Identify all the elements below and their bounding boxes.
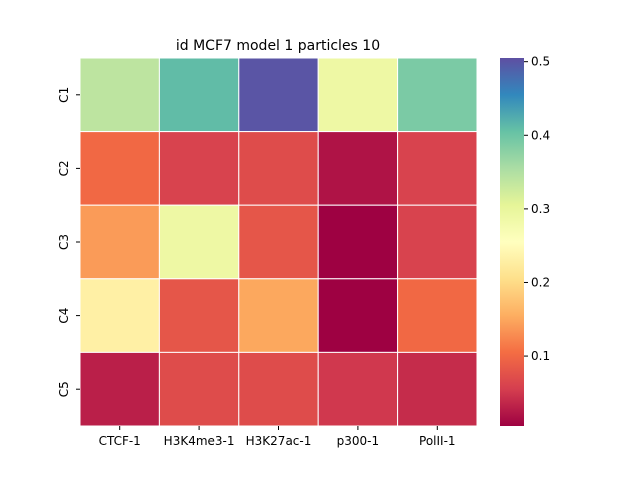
heatmap-cell-C3-p300-1 [317,204,399,280]
y-tick-label: C3 [57,234,71,250]
heatmap-cell-C5-PolII-1 [397,351,478,427]
heatmap-cell-C4-H3K4me3-1 [158,278,240,353]
y-axis: C1 C2 C3 C4 C5 [57,87,80,397]
colorbar-ticks: 0.1 0.2 0.3 0.4 0.5 [524,55,550,363]
heatmap-cell-C2-p300-1 [317,131,399,206]
heatmap-cell-C1-p300-1 [317,57,399,133]
x-tick-label: H3K27ac-1 [246,434,312,448]
heatmap-cell-C5-CTCF-1 [79,351,160,427]
heatmap-cell-C2-H3K4me3-1 [158,131,240,206]
heatmap-cell-C2-CTCF-1 [79,131,160,206]
heatmap-cell-C3-CTCF-1 [79,204,160,280]
x-tick-label: PolII-1 [419,434,456,448]
chart-title: id MCF7 model 1 particles 10 [176,38,380,54]
heatmap-cell-C4-H3K27ac-1 [238,278,319,353]
colorbar: 0.1 0.2 0.3 0.4 0.5 [500,55,550,426]
colorbar-tick-label: 0.4 [531,128,550,142]
y-tick-label: C2 [57,160,71,176]
heatmap-cell-C2-PolII-1 [397,131,478,206]
x-axis: CTCF-1 H3K4me3-1 H3K27ac-1 p300-1 PolII-1 [99,426,456,448]
colorbar-tick-label: 0.2 [531,275,550,289]
heatmap-cell-C1-H3K27ac-1 [238,57,319,133]
heatmap-cell-C3-H3K27ac-1 [238,204,319,280]
heatmap-cell-C4-CTCF-1 [79,278,160,353]
x-tick-label: H3K4me3-1 [164,434,235,448]
colorbar-gradient [500,58,524,426]
heatmap-cell-C5-p300-1 [317,351,399,427]
x-tick-label: p300-1 [337,434,380,448]
y-tick-label: C1 [57,87,71,103]
colorbar-tick-label: 0.5 [531,55,550,69]
heatmap-cell-C4-PolII-1 [397,278,478,353]
heatmap-cell-C2-H3K27ac-1 [238,131,319,206]
heatmap-cells [79,57,478,427]
heatmap-cell-C5-H3K4me3-1 [158,351,240,427]
heatmap-cell-C3-PolII-1 [397,204,478,280]
colorbar-tick-label: 0.1 [531,349,550,363]
colorbar-tick-label: 0.3 [531,202,550,216]
heatmap-cell-C1-H3K4me3-1 [158,57,240,133]
y-tick-label: C4 [57,308,71,324]
heatmap-cell-C5-H3K27ac-1 [238,351,319,427]
heatmap-cell-C4-p300-1 [317,278,399,353]
x-tick-label: CTCF-1 [99,434,141,448]
heatmap-cell-C3-H3K4me3-1 [158,204,240,280]
heatmap-cell-C1-PolII-1 [397,57,478,133]
heatmap-cell-C1-CTCF-1 [79,57,160,133]
y-tick-label: C5 [57,381,71,397]
